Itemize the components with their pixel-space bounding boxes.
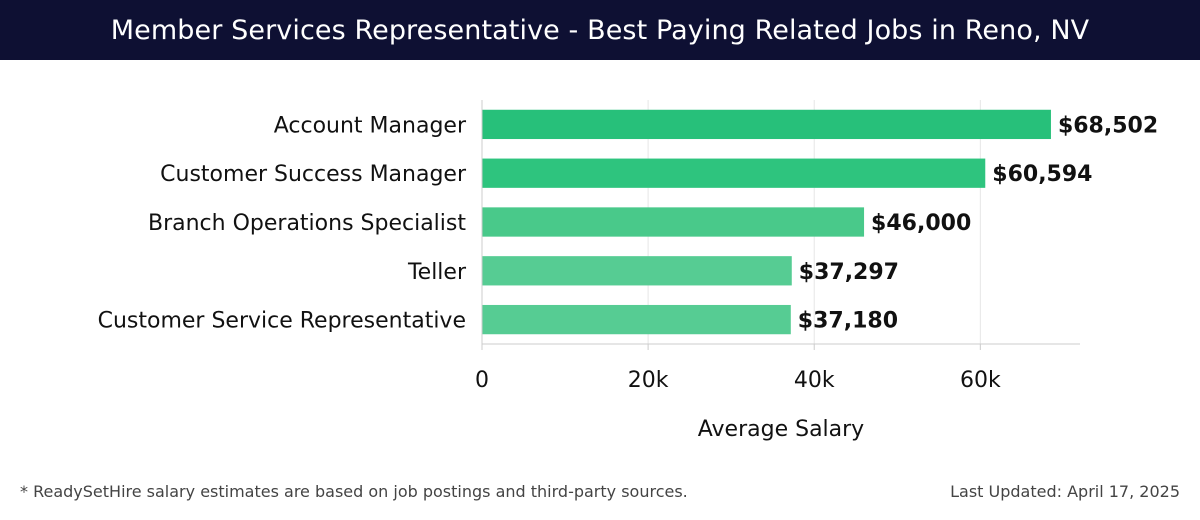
x-tick-label: 40k — [794, 368, 835, 393]
bar — [482, 158, 986, 188]
x-axis-label: Average Salary — [698, 417, 864, 442]
bar — [482, 256, 792, 286]
bar — [482, 304, 791, 335]
value-label: $60,594 — [992, 162, 1092, 187]
footer-disclaimer: * ReadySetHire salary estimates are base… — [20, 482, 688, 501]
x-tick-label: 60k — [960, 368, 1001, 393]
value-label: $37,297 — [799, 260, 899, 285]
category-label: Teller — [407, 260, 467, 285]
value-label: $46,000 — [871, 211, 971, 236]
x-tick-label: 0 — [475, 368, 489, 393]
value-label: $68,502 — [1058, 113, 1158, 138]
chart-title: Member Services Representative - Best Pa… — [110, 14, 1090, 46]
salary-bar-chart: Account Manager $68,502 Customer Success M… — [98, 100, 1159, 442]
bar — [482, 207, 865, 237]
bar-layer — [482, 109, 1051, 335]
value-label: $37,180 — [798, 309, 898, 334]
x-tick-label: 20k — [628, 368, 669, 393]
axis-layer: 0 20k 40k 60k Average Salary — [475, 100, 1080, 442]
category-label: Customer Service Representative — [98, 309, 466, 334]
title-bar: Member Services Representative - Best Pa… — [0, 0, 1200, 60]
bar — [482, 109, 1051, 140]
label-layer: Account Manager $68,502 Customer Success M… — [98, 113, 1159, 333]
category-label: Customer Success Manager — [160, 162, 467, 187]
last-updated: Last Updated: April 17, 2025 — [950, 482, 1180, 501]
category-label: Branch Operations Specialist — [148, 211, 466, 236]
category-label: Account Manager — [274, 113, 467, 138]
